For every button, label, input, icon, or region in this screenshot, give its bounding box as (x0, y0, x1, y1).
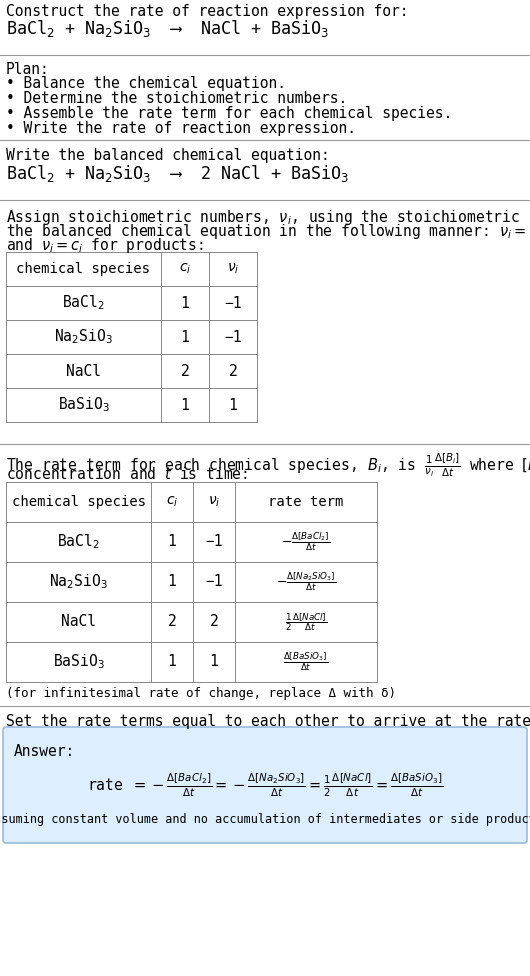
Text: rate $= -\frac{\Delta[BaCl_2]}{\Delta t} = -\frac{\Delta[Na_2SiO_3]}{\Delta t} =: rate $= -\frac{\Delta[BaCl_2]}{\Delta t}… (87, 771, 443, 798)
Text: Answer:: Answer: (14, 744, 75, 759)
Text: 1: 1 (167, 655, 176, 670)
Text: • Balance the chemical equation.: • Balance the chemical equation. (6, 76, 286, 91)
Text: 2: 2 (210, 615, 218, 630)
Text: BaCl$_2$ + Na$_2$SiO$_3$  ⟶  NaCl + BaSiO$_3$: BaCl$_2$ + Na$_2$SiO$_3$ ⟶ NaCl + BaSiO$… (6, 18, 329, 39)
Text: BaSiO$_3$: BaSiO$_3$ (52, 653, 104, 671)
Text: chemical species: chemical species (12, 495, 146, 509)
Text: NaCl: NaCl (61, 615, 96, 630)
Text: $-\frac{\Delta[BaCl_2]}{\Delta t}$: $-\frac{\Delta[BaCl_2]}{\Delta t}$ (281, 531, 331, 553)
Text: • Assemble the rate term for each chemical species.: • Assemble the rate term for each chemic… (6, 106, 452, 121)
Text: BaCl$_2$: BaCl$_2$ (57, 533, 100, 551)
Text: and $\nu_i = c_i$ for products:: and $\nu_i = c_i$ for products: (6, 236, 204, 255)
Text: −1: −1 (205, 535, 223, 549)
Text: $\frac{1}{2}\frac{\Delta[NaCl]}{\Delta t}$: $\frac{1}{2}\frac{\Delta[NaCl]}{\Delta t… (285, 611, 327, 633)
Text: $c_i$: $c_i$ (179, 262, 191, 276)
Text: 2: 2 (228, 363, 237, 379)
Text: 1: 1 (167, 535, 176, 549)
Text: 1: 1 (181, 397, 189, 413)
Text: chemical species: chemical species (16, 262, 151, 276)
FancyBboxPatch shape (3, 727, 527, 843)
Text: (assuming constant volume and no accumulation of intermediates or side products): (assuming constant volume and no accumul… (0, 814, 530, 827)
Text: Write the balanced chemical equation:: Write the balanced chemical equation: (6, 148, 330, 163)
Text: Na$_2$SiO$_3$: Na$_2$SiO$_3$ (54, 328, 113, 346)
Text: $\nu_i$: $\nu_i$ (208, 495, 220, 509)
Text: • Determine the stoichiometric numbers.: • Determine the stoichiometric numbers. (6, 91, 347, 106)
Text: concentration and $t$ is time:: concentration and $t$ is time: (6, 466, 248, 482)
Text: $\frac{\Delta[BaSiO_3]}{\Delta t}$: $\frac{\Delta[BaSiO_3]}{\Delta t}$ (284, 651, 329, 673)
Text: 2: 2 (181, 363, 189, 379)
Text: 1: 1 (167, 575, 176, 590)
Text: 1: 1 (181, 330, 189, 345)
Text: $-\frac{\Delta[Na_2SiO_3]}{\Delta t}$: $-\frac{\Delta[Na_2SiO_3]}{\Delta t}$ (276, 571, 336, 593)
Text: BaSiO$_3$: BaSiO$_3$ (58, 395, 109, 415)
Text: −1: −1 (205, 575, 223, 590)
Text: 1: 1 (181, 296, 189, 310)
Text: Assign stoichiometric numbers, $\nu_i$, using the stoichiometric coefficients, $: Assign stoichiometric numbers, $\nu_i$, … (6, 208, 530, 227)
Text: 2: 2 (167, 615, 176, 630)
Text: rate term: rate term (268, 495, 343, 509)
Text: −1: −1 (224, 296, 242, 310)
Text: 1: 1 (210, 655, 218, 670)
Text: • Write the rate of reaction expression.: • Write the rate of reaction expression. (6, 121, 356, 136)
Text: 1: 1 (228, 397, 237, 413)
Text: Set the rate terms equal to each other to arrive at the rate expression:: Set the rate terms equal to each other t… (6, 714, 530, 729)
Text: The rate term for each chemical species, $B_i$, is $\frac{1}{\nu_i}\frac{\Delta[: The rate term for each chemical species,… (6, 452, 530, 479)
Text: −1: −1 (224, 330, 242, 345)
Text: Construct the rate of reaction expression for:: Construct the rate of reaction expressio… (6, 4, 409, 19)
Text: (for infinitesimal rate of change, replace Δ with δ): (for infinitesimal rate of change, repla… (6, 687, 396, 700)
Text: Plan:: Plan: (6, 62, 50, 77)
Text: $c_i$: $c_i$ (166, 495, 178, 509)
Text: BaCl$_2$: BaCl$_2$ (62, 294, 105, 312)
Text: the balanced chemical equation in the following manner: $\nu_i = -c_i$ for react: the balanced chemical equation in the fo… (6, 222, 530, 241)
Text: Na$_2$SiO$_3$: Na$_2$SiO$_3$ (49, 573, 108, 591)
Text: BaCl$_2$ + Na$_2$SiO$_3$  ⟶  2 NaCl + BaSiO$_3$: BaCl$_2$ + Na$_2$SiO$_3$ ⟶ 2 NaCl + BaSi… (6, 163, 349, 184)
Text: NaCl: NaCl (66, 363, 101, 379)
Text: $\nu_i$: $\nu_i$ (227, 262, 239, 276)
